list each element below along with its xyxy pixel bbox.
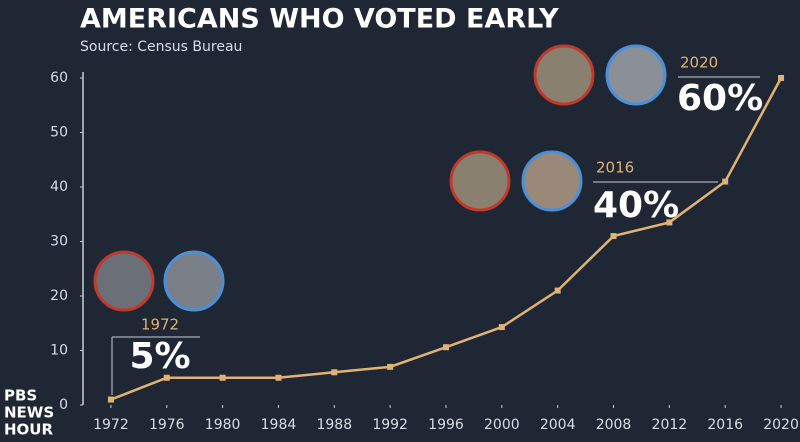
annotation-year: 1972 bbox=[141, 316, 179, 334]
point bbox=[554, 287, 561, 294]
chart-subtitle: Source: Census Bureau bbox=[80, 39, 242, 55]
y-tick-label: 40 bbox=[50, 179, 68, 195]
x-tick-label: 2008 bbox=[596, 417, 632, 433]
x-tick-label: 2000 bbox=[484, 417, 520, 433]
point bbox=[275, 374, 282, 381]
y-tick-label: 30 bbox=[50, 234, 68, 250]
annotation-value: 60% bbox=[677, 78, 763, 119]
x-tick-label: 2004 bbox=[540, 417, 576, 433]
y-tick-label: 50 bbox=[50, 125, 68, 141]
y-tick-label: 10 bbox=[50, 343, 68, 359]
point bbox=[331, 369, 338, 376]
portrait bbox=[521, 150, 583, 212]
portrait bbox=[163, 250, 225, 312]
logo: PBS NEWS HOUR bbox=[4, 387, 54, 439]
point bbox=[163, 374, 170, 381]
point bbox=[722, 178, 729, 185]
point bbox=[778, 75, 785, 81]
annotation-value: 40% bbox=[593, 185, 679, 226]
annotation-value: 5% bbox=[129, 336, 190, 377]
logo-text: NEWS bbox=[4, 404, 54, 422]
point bbox=[498, 324, 505, 331]
x-tick-label: 1992 bbox=[372, 417, 408, 433]
point bbox=[442, 344, 449, 351]
x-tick-label: 2012 bbox=[652, 417, 688, 433]
x-tick-label: 1972 bbox=[93, 417, 129, 433]
point bbox=[666, 219, 673, 226]
y-tick-label: 20 bbox=[50, 288, 68, 304]
point bbox=[107, 396, 114, 403]
chart-title: AMERICANS WHO VOTED EARLY bbox=[80, 4, 559, 35]
portrait bbox=[605, 44, 667, 106]
annotation-year: 2016 bbox=[596, 159, 634, 177]
portraits bbox=[93, 44, 667, 312]
portrait bbox=[449, 150, 511, 212]
x-tick-label: 1984 bbox=[261, 417, 297, 433]
portrait bbox=[93, 250, 155, 312]
x-tick-label: 2016 bbox=[707, 417, 743, 433]
portrait bbox=[533, 44, 595, 106]
x-tick-label: 1996 bbox=[428, 417, 464, 433]
point bbox=[610, 233, 617, 240]
point bbox=[219, 374, 226, 381]
y-tick-label: 60 bbox=[50, 70, 68, 86]
annotation-year: 2020 bbox=[680, 54, 718, 72]
logo-text: HOUR bbox=[4, 421, 53, 439]
x-tick-label: 1980 bbox=[205, 417, 241, 433]
x-tick-label: 2020 bbox=[763, 417, 799, 433]
point bbox=[387, 363, 394, 370]
x-tick-label: 1976 bbox=[149, 417, 185, 433]
x-tick-label: 1988 bbox=[316, 417, 352, 433]
y-tick-label: 0 bbox=[59, 397, 68, 413]
logo-text: PBS bbox=[4, 387, 37, 405]
